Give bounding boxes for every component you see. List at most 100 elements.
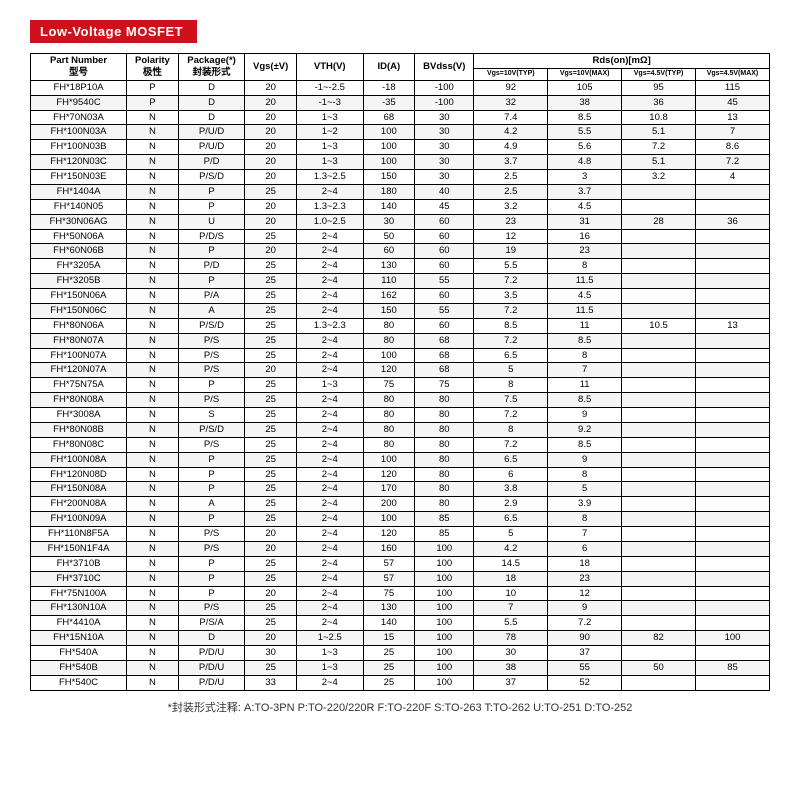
cell: 4.5: [548, 289, 622, 304]
cell: P/S: [178, 333, 245, 348]
cell: N: [127, 378, 179, 393]
cell: 25: [245, 408, 297, 423]
table-body: FH*18P10APD20-1~-2.5-18-1009210595115FH*…: [31, 80, 770, 690]
cell: 30: [415, 170, 474, 185]
cell: 2~4: [297, 184, 364, 199]
cell: P/S: [178, 363, 245, 378]
cell: [696, 556, 770, 571]
cell: 1.3~2.5: [297, 170, 364, 185]
cell: 2~4: [297, 393, 364, 408]
cell: 7.2: [696, 155, 770, 170]
cell: [622, 229, 696, 244]
cell: [622, 675, 696, 690]
cell: 80: [415, 422, 474, 437]
cell: [696, 646, 770, 661]
cell: 100: [363, 512, 415, 527]
cell: 25: [245, 318, 297, 333]
cell: P: [178, 184, 245, 199]
cell: 15: [363, 631, 415, 646]
cell: 6.5: [474, 348, 548, 363]
cell: [696, 586, 770, 601]
cell: 57: [363, 571, 415, 586]
cell: P/S: [178, 541, 245, 556]
table-row: FH*4410ANP/S/A252~41401005.57.2: [31, 616, 770, 631]
cell: 55: [548, 660, 622, 675]
cell: 2~4: [297, 259, 364, 274]
table-row: FH*75N75ANP251~37575811: [31, 378, 770, 393]
cell: 170: [363, 482, 415, 497]
cell: FH*80N08B: [31, 422, 127, 437]
cell: 2~4: [297, 527, 364, 542]
cell: [622, 452, 696, 467]
cell: 28: [622, 214, 696, 229]
cell: 55: [415, 303, 474, 318]
cell: 5.1: [622, 155, 696, 170]
cell: 80: [363, 393, 415, 408]
cell: N: [127, 170, 179, 185]
cell: 2~4: [297, 333, 364, 348]
cell: 8.5: [548, 393, 622, 408]
cell: FH*80N08A: [31, 393, 127, 408]
cell: 85: [415, 527, 474, 542]
cell: 7: [696, 125, 770, 140]
cell: -1~-2.5: [297, 80, 364, 95]
cell: P: [178, 452, 245, 467]
cell: 105: [548, 80, 622, 95]
cell: 3.5: [474, 289, 548, 304]
cell: 75: [363, 378, 415, 393]
cell: 162: [363, 289, 415, 304]
cell: 25: [245, 512, 297, 527]
cell: P: [178, 467, 245, 482]
cell: 1~2.5: [297, 631, 364, 646]
cell: 12: [474, 229, 548, 244]
table-row: FH*100N09ANP252~4100856.58: [31, 512, 770, 527]
cell: 80: [363, 333, 415, 348]
cell: P/S: [178, 527, 245, 542]
cell: 80: [363, 318, 415, 333]
cell: 38: [474, 660, 548, 675]
cell: 2~4: [297, 229, 364, 244]
cell: FH*120N08D: [31, 467, 127, 482]
table-row: FH*100N03BNP/U/D201~3100304.95.67.28.6: [31, 140, 770, 155]
cell: 33: [245, 675, 297, 690]
cell: 3.7: [548, 184, 622, 199]
cell: [622, 393, 696, 408]
cell: [622, 259, 696, 274]
cell: 38: [548, 95, 622, 110]
cell: N: [127, 274, 179, 289]
cell: [696, 601, 770, 616]
cell: 23: [548, 571, 622, 586]
cell: 80: [415, 497, 474, 512]
th-polarity: Polarity极性: [127, 54, 179, 81]
cell: [696, 497, 770, 512]
cell: [696, 333, 770, 348]
table-row: FH*80N07ANP/S252~480687.28.5: [31, 333, 770, 348]
cell: 100: [363, 125, 415, 140]
cell: 2~4: [297, 244, 364, 259]
table-row: FH*3008ANS252~480807.29: [31, 408, 770, 423]
cell: [622, 571, 696, 586]
th-rdson-45max: Vgs=4.5V(MAX): [696, 68, 770, 80]
cell: N: [127, 512, 179, 527]
cell: [696, 229, 770, 244]
cell: 5.5: [548, 125, 622, 140]
cell: FH*150N06A: [31, 289, 127, 304]
cell: 1~3: [297, 110, 364, 125]
cell: 36: [696, 214, 770, 229]
cell: 80: [363, 437, 415, 452]
cell: FH*3710B: [31, 556, 127, 571]
cell: 30: [245, 646, 297, 661]
cell: 20: [245, 541, 297, 556]
cell: N: [127, 408, 179, 423]
cell: FH*110N8F5A: [31, 527, 127, 542]
cell: 18: [548, 556, 622, 571]
cell: 180: [363, 184, 415, 199]
cell: [696, 452, 770, 467]
cell: 2~4: [297, 497, 364, 512]
cell: 3.7: [474, 155, 548, 170]
table-row: FH*540BNP/D/U251~32510038555085: [31, 660, 770, 675]
cell: 8: [474, 378, 548, 393]
cell: [696, 274, 770, 289]
mosfet-spec-table: Part Number型号 Polarity极性 Package(*)封装形式 …: [30, 53, 770, 691]
cell: P: [178, 244, 245, 259]
